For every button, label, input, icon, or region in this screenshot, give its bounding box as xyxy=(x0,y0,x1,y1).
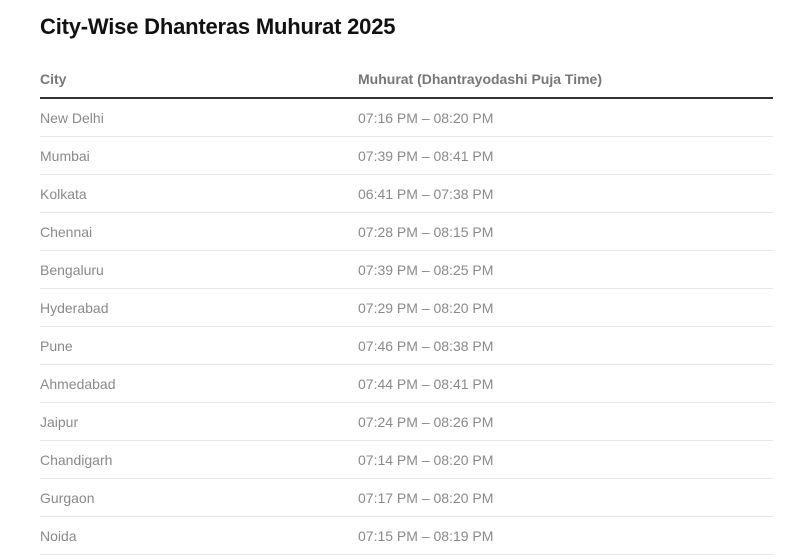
table-row: Mumbai 07:39 PM – 08:41 PM xyxy=(40,136,773,175)
table-row: Gurgaon 07:17 PM – 08:20 PM xyxy=(40,478,773,517)
muhurat-cell: 07:17 PM – 08:20 PM xyxy=(358,478,773,517)
city-cell: Noida xyxy=(40,516,358,555)
muhurat-cell: 07:44 PM – 08:41 PM xyxy=(358,364,773,403)
table-row: New Delhi 07:16 PM – 08:20 PM xyxy=(40,98,773,137)
city-cell: New Delhi xyxy=(40,98,358,137)
muhurat-cell: 07:16 PM – 08:20 PM xyxy=(358,98,773,137)
muhurat-cell: 07:39 PM – 08:41 PM xyxy=(358,136,773,175)
muhurat-cell: 07:29 PM – 08:20 PM xyxy=(358,288,773,327)
muhurat-cell: 07:15 PM – 08:19 PM xyxy=(358,516,773,555)
city-cell: Gurgaon xyxy=(40,478,358,517)
table-header-row: City Muhurat (Dhantrayodashi Puja Time) xyxy=(40,60,773,99)
city-cell: Hyderabad xyxy=(40,288,358,327)
muhurat-cell: 07:39 PM – 08:25 PM xyxy=(358,250,773,289)
muhurat-cell: 07:28 PM – 08:15 PM xyxy=(358,212,773,251)
city-cell: Ahmedabad xyxy=(40,364,358,403)
city-cell: Chennai xyxy=(40,212,358,251)
table-row: Ahmedabad 07:44 PM – 08:41 PM xyxy=(40,364,773,403)
city-cell: Jaipur xyxy=(40,402,358,441)
table-row: Noida 07:15 PM – 08:19 PM xyxy=(40,516,773,555)
table-row: Bengaluru 07:39 PM – 08:25 PM xyxy=(40,250,773,289)
city-cell: Chandigarh xyxy=(40,440,358,479)
table-row: Pune 07:46 PM – 08:38 PM xyxy=(40,326,773,365)
table-row: Chennai 07:28 PM – 08:15 PM xyxy=(40,212,773,251)
column-header-city: City xyxy=(40,60,358,99)
muhurat-cell: 06:41 PM – 07:38 PM xyxy=(358,174,773,213)
table-row: Chandigarh 07:14 PM – 08:20 PM xyxy=(40,440,773,479)
table-row: Hyderabad 07:29 PM – 08:20 PM xyxy=(40,288,773,327)
muhurat-cell: 07:46 PM – 08:38 PM xyxy=(358,326,773,365)
muhurat-cell: 07:24 PM – 08:26 PM xyxy=(358,402,773,441)
table-row: Jaipur 07:24 PM – 08:26 PM xyxy=(40,402,773,441)
city-cell: Pune xyxy=(40,326,358,365)
city-cell: Bengaluru xyxy=(40,250,358,289)
city-cell: Mumbai xyxy=(40,136,358,175)
page-title: City-Wise Dhanteras Muhurat 2025 xyxy=(40,14,396,39)
column-header-muhurat: Muhurat (Dhantrayodashi Puja Time) xyxy=(358,60,773,99)
muhurat-cell: 07:14 PM – 08:20 PM xyxy=(358,440,773,479)
table-row: Kolkata 06:41 PM – 07:38 PM xyxy=(40,174,773,213)
city-cell: Kolkata xyxy=(40,174,358,213)
muhurat-table: City Muhurat (Dhantrayodashi Puja Time) … xyxy=(40,60,773,555)
